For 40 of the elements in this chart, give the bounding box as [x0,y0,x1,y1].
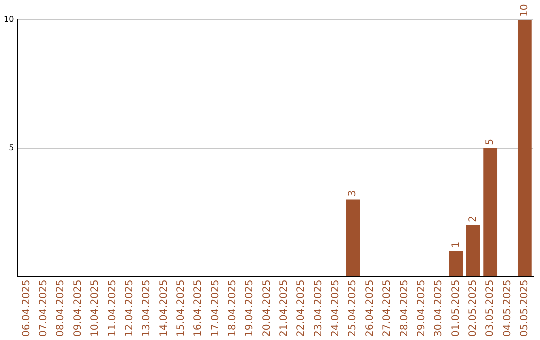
x-tick-label: 05.05.2025 [520,280,531,338]
x-tick-label: 01.05.2025 [450,280,462,338]
x-tick-label: 17.04.2025 [210,280,222,338]
bar [449,251,464,276]
x-tick-label: 25.04.2025 [348,280,359,338]
x-tick-label: 15.04.2025 [176,280,187,338]
x-tick-label: 22.04.2025 [296,280,308,338]
x-tick-label: 21.04.2025 [279,280,290,338]
x-tick-label: 11.04.2025 [107,280,118,338]
x-tick-label: 02.05.2025 [468,280,479,338]
data-label: 5 [485,138,496,146]
bar [518,20,532,276]
x-tick-label: 09.04.2025 [72,280,84,338]
x-tick-label: 13.04.2025 [142,280,153,338]
x-tick-label: 18.04.2025 [228,280,238,338]
x-tick-label: 04.05.2025 [502,280,514,338]
x-tick-label: 20.04.2025 [262,280,273,338]
x-tick-label: 27.04.2025 [382,280,394,338]
data-label: 2 [468,216,479,222]
x-tick-label: 10.04.2025 [90,280,102,338]
data-label: 10 [520,4,531,17]
x-tick-label: 24.04.2025 [330,280,342,338]
x-tick-label: 28.04.2025 [399,280,410,338]
x-tick-label: 03.05.2025 [485,280,496,338]
x-tick-label: 29.04.2025 [416,280,428,338]
x-tick-label: 12.04.2025 [124,280,136,338]
x-tick-label: 30.04.2025 [434,280,445,338]
bar [484,148,498,276]
data-label: 1 [450,242,462,248]
data-label: 3 [348,190,359,197]
x-tick-label: 19.04.2025 [244,280,256,338]
bar [466,225,480,276]
x-tick-label: 06.04.2025 [21,280,32,338]
x-tick-label: 23.04.2025 [313,280,324,338]
x-tick-label: 16.04.2025 [193,280,204,338]
x-tick-label: 08.04.2025 [56,280,67,338]
bar [346,200,360,276]
x-tick-label: 07.04.2025 [38,280,50,338]
x-tick-label: 26.04.2025 [364,280,376,338]
x-tick-label: 14.04.2025 [158,280,170,338]
